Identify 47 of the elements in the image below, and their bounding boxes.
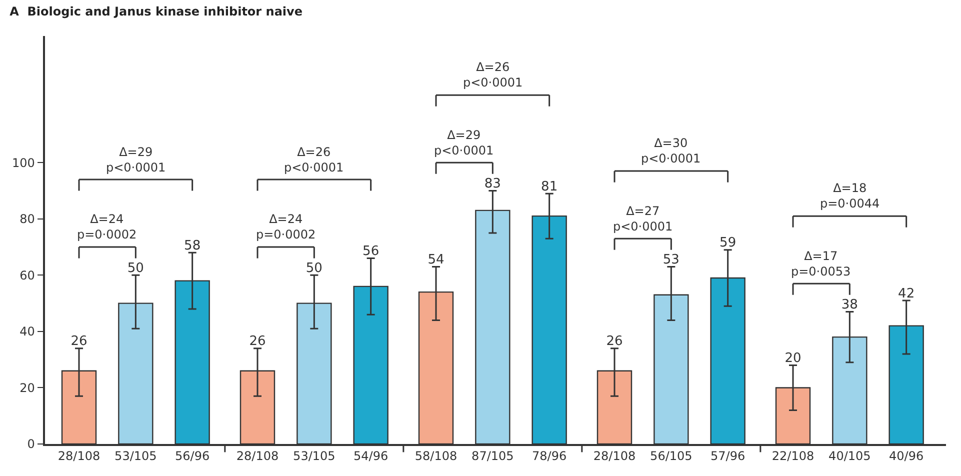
x-tick-label: 57/96: [710, 449, 746, 464]
annotation: Δ=26 p<0·0001: [463, 60, 523, 90]
data-label: 58: [184, 238, 201, 254]
annotation: Δ=18 p=0·0044: [820, 181, 880, 211]
annotation: Δ=30 p<0·0001: [641, 136, 701, 166]
data-label: 81: [541, 179, 558, 194]
data-label: 20: [784, 350, 802, 366]
x-tick-label: 54/96: [354, 449, 388, 464]
data-label: 50: [306, 260, 322, 276]
x-tick-label: 53/105: [114, 449, 157, 464]
y-tick-label: 80: [20, 212, 35, 226]
data-label: 50: [127, 260, 144, 276]
x-tick-label: 78/96: [532, 449, 567, 464]
x-tick-label: 28/108: [58, 449, 100, 464]
x-tick-label: 28/108: [236, 449, 279, 464]
y-tick-label: 60: [20, 268, 35, 282]
data-label: 26: [70, 334, 88, 350]
annotation: Δ=24 p=0·0002: [77, 212, 137, 242]
y-tick-label: 20: [20, 380, 35, 395]
chart-title: A Biologic and Janus kinase inhibitor naive: [10, 4, 302, 19]
data-label: 42: [898, 286, 915, 302]
x-tick-label: 40/96: [889, 449, 924, 464]
annotation: Δ=17 p=0·0053: [791, 249, 851, 279]
x-tick-label: 56/96: [175, 449, 210, 464]
data-label: 26: [606, 334, 623, 350]
data-label: 38: [841, 298, 858, 312]
x-tick-label: 87/105: [472, 449, 514, 464]
data-label: 56: [362, 244, 380, 260]
annotation: Δ=24 p=0·0002: [256, 212, 316, 242]
x-tick-label: 22/108: [772, 449, 814, 464]
x-tick-label: 28/108: [593, 449, 636, 464]
annotation: Δ=29 p<0·0001: [106, 145, 166, 175]
data-label: 59: [720, 236, 736, 251]
y-tick-label: 100: [12, 156, 35, 170]
data-label: 83: [484, 176, 501, 192]
x-tick-label: 53/105: [293, 449, 336, 464]
x-tick-label: 58/108: [414, 449, 458, 464]
x-tick-label: 40/105: [828, 449, 871, 464]
x-tick-label: 56/105: [650, 449, 692, 464]
data-label: 54: [428, 252, 444, 268]
y-tick-label: 40: [20, 324, 35, 339]
annotation: Δ=29 p<0·0001: [434, 128, 494, 158]
data-label: 53: [662, 252, 680, 268]
data-label: 26: [249, 334, 266, 350]
annotation: Δ=27 p<0·0001: [613, 204, 673, 234]
y-tick-label: 0: [27, 437, 35, 452]
annotation: Δ=26 p<0·0001: [284, 145, 344, 175]
